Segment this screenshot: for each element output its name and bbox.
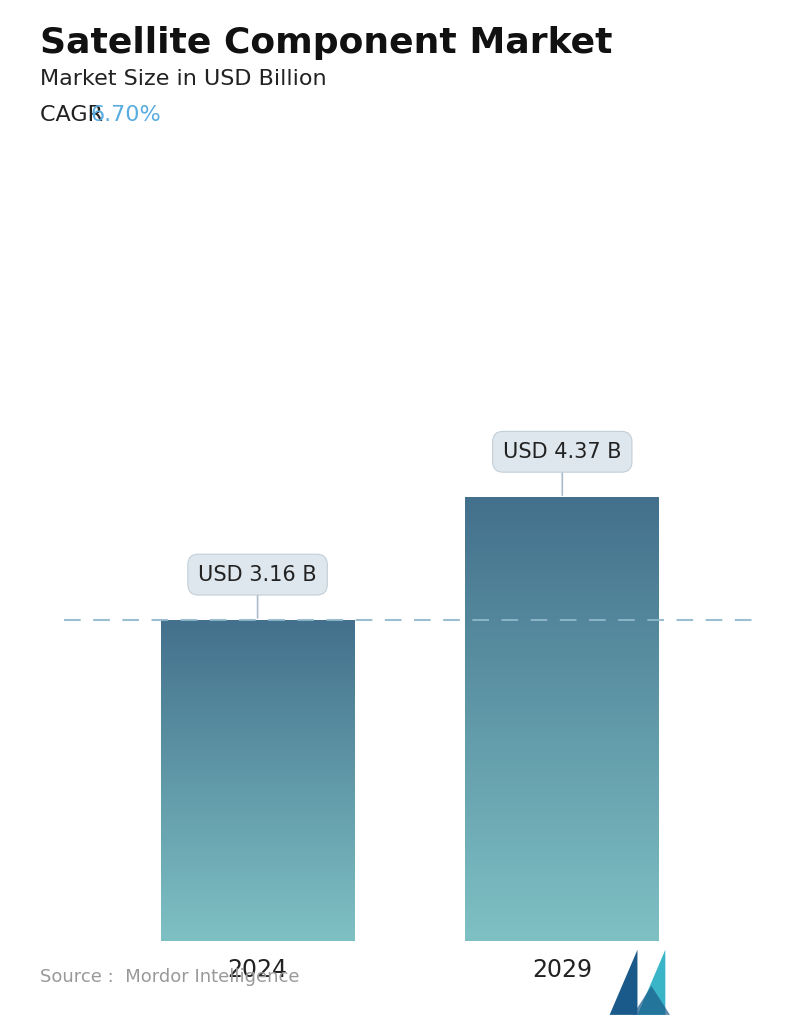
Text: USD 3.16 B: USD 3.16 B: [198, 565, 317, 618]
Polygon shape: [610, 949, 638, 1015]
Text: Satellite Component Market: Satellite Component Market: [40, 26, 612, 60]
Text: CAGR: CAGR: [40, 105, 110, 125]
Polygon shape: [633, 986, 670, 1015]
Text: 6.70%: 6.70%: [91, 105, 162, 125]
Text: Market Size in USD Billion: Market Size in USD Billion: [40, 69, 326, 89]
Text: Source :  Mordor Intelligence: Source : Mordor Intelligence: [40, 968, 299, 986]
Text: USD 4.37 B: USD 4.37 B: [503, 442, 622, 495]
Polygon shape: [638, 949, 665, 1015]
